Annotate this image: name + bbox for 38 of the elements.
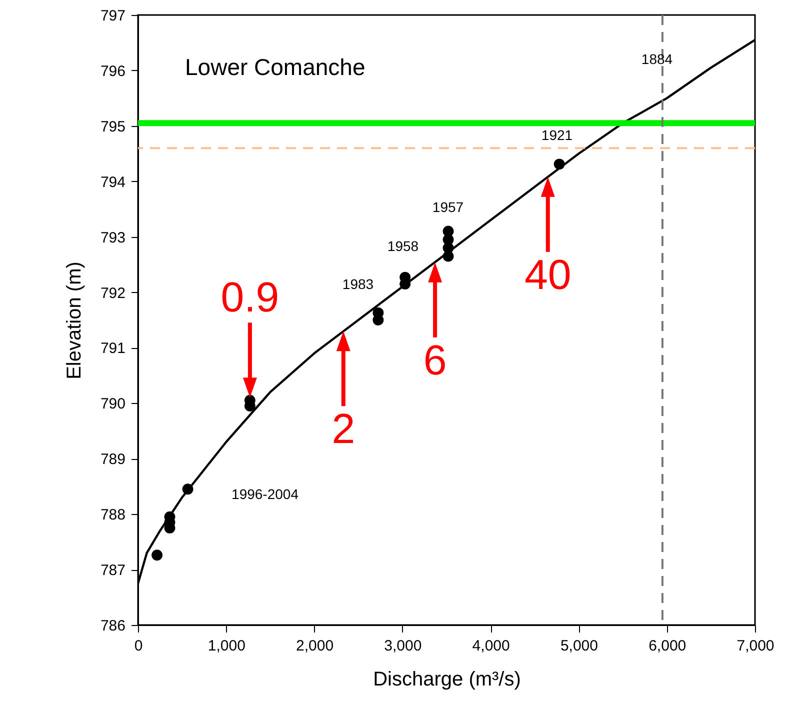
point (182, 484, 194, 495)
x-tick-label: 0 (134, 638, 143, 654)
x-tick-label: 2,000 (296, 638, 334, 654)
y-tick-label: 786 (100, 618, 126, 634)
x-tick-label: 3,000 (384, 638, 422, 654)
annotation: 0.9 (220, 274, 280, 321)
annotation: 1958 (387, 238, 419, 254)
y-tick-label: 790 (100, 396, 126, 413)
annotation: 1884 (641, 51, 673, 67)
point (152, 550, 163, 561)
x-tick-label: 6,000 (648, 638, 686, 654)
annotation: 2 (332, 405, 356, 452)
y-tick-label: 795 (100, 118, 126, 136)
y-tick-label: 797 (100, 8, 126, 24)
y-tick-label: 789 (100, 451, 126, 468)
annotation: 1957 (432, 199, 464, 215)
point (442, 250, 454, 262)
x-tick-label: 5,000 (560, 638, 598, 654)
annotation: Lower Comanche (185, 54, 366, 80)
annotation: 1996-2004 (232, 486, 299, 502)
annotation: 1921 (541, 127, 573, 143)
point (554, 158, 565, 170)
x-axis-title: Discharge (m³/s) (373, 668, 521, 690)
annotation: 40 (524, 250, 572, 298)
y-tick-label: 787 (100, 562, 126, 580)
y-tick-label: 794 (100, 174, 126, 191)
x-tick-label: 1,000 (208, 638, 246, 654)
y-tick-label: 796 (100, 62, 126, 80)
point (372, 314, 384, 326)
y-tick-label: 791 (100, 340, 126, 358)
y-tick-label: 788 (100, 506, 126, 524)
y-tick-label: 792 (100, 284, 126, 302)
x-tick-label: 7,000 (736, 638, 774, 654)
annotation: 1983 (342, 276, 374, 292)
y-axis-title: Elevation (m) (63, 262, 86, 380)
x-tick-label: 4,000 (472, 638, 510, 654)
annotation: 6 (423, 336, 447, 384)
y-tick-label: 793 (100, 229, 126, 246)
